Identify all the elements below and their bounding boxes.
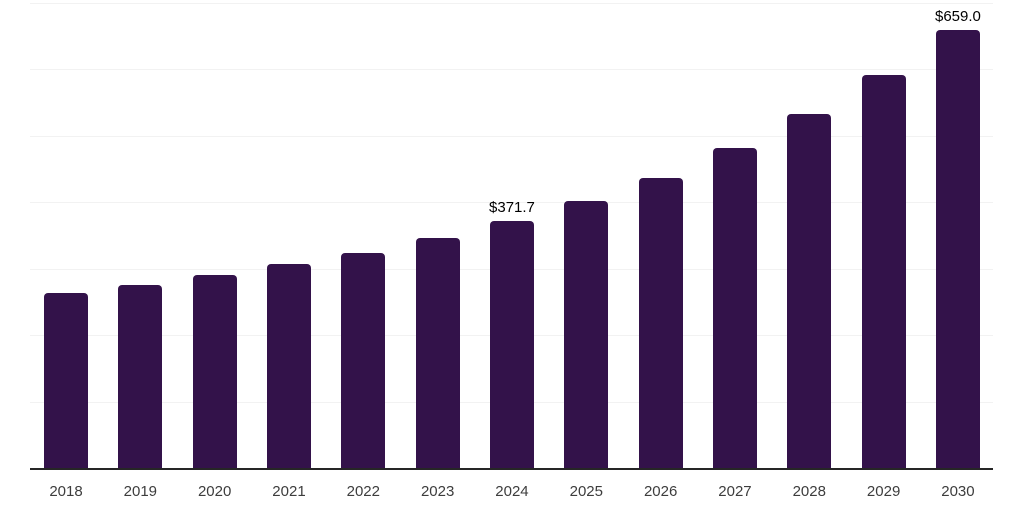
x-tick-label-2021: 2021 — [272, 483, 306, 500]
gridline-700 — [30, 3, 993, 4]
bar-2018 — [44, 292, 88, 468]
x-tick-label-2029: 2029 — [866, 483, 901, 500]
data-label-2024: $371.7 — [489, 199, 535, 217]
gridline-600 — [30, 69, 993, 71]
bar-2020 — [192, 274, 237, 468]
x-tick-label-2018: 2018 — [49, 483, 83, 500]
x-tick-label-2019: 2019 — [123, 483, 158, 500]
x-axis-line — [30, 468, 993, 470]
bars: $371.7 $659.0 — [44, 3, 981, 468]
bar-2026 — [638, 177, 683, 468]
bar-2024: $371.7 — [489, 200, 535, 468]
x-tick-label-2030: 2030 — [941, 483, 975, 500]
x-axis-labels: 2018 2019 2020 2021 2022 2023 2024 2025 2026 2027… — [44, 482, 980, 501]
x-tick-label-2028: 2028 — [792, 483, 826, 500]
x-tick-label-2025: 2025 — [569, 483, 603, 500]
x-tick-label-2026: 2026 — [643, 483, 678, 500]
x-tick-label-2022: 2022 — [346, 483, 380, 500]
x-tick-label-2024: 2024 — [495, 483, 529, 500]
bar-2029 — [861, 74, 906, 468]
bar-2021 — [266, 263, 311, 468]
plot-area: $371.7 $659.0 — [30, 3, 993, 468]
bar-2030: $659.0 — [935, 9, 981, 468]
bar-2027 — [712, 148, 757, 468]
bar-2019 — [118, 284, 163, 468]
x-tick-label-2027: 2027 — [718, 483, 752, 500]
bar-2022 — [341, 252, 386, 468]
x-tick-label-2020: 2020 — [197, 483, 232, 500]
bar-2023 — [415, 237, 460, 468]
gridline-400 — [30, 202, 993, 204]
gridline-500 — [30, 135, 993, 137]
data-label-2030: $659.0 — [934, 8, 981, 26]
x-tick-label-2023: 2023 — [420, 483, 455, 500]
bar-2025 — [564, 200, 609, 468]
bar-2028 — [787, 114, 832, 468]
